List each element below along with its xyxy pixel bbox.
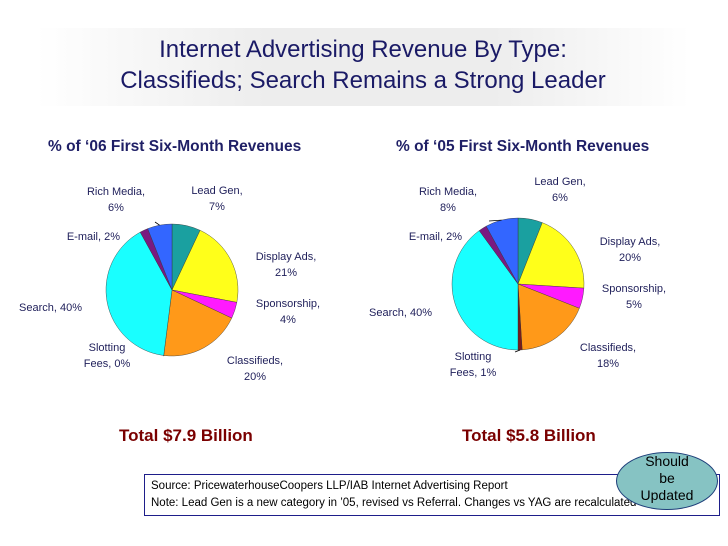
label-line-rich-media: Rich Media, (87, 186, 145, 198)
title-line-2: Classifieds; Search Remains a Strong Lea… (120, 67, 606, 94)
label-line-classifieds: Classifieds, (580, 342, 636, 354)
pie-2006: Lead Gen, 7% Display Ads, 21% Sponsorship, 4%… (19, 185, 320, 383)
label-line-display-ads: 21% (275, 267, 297, 279)
label-display-ads: Display Ads, 21% (256, 251, 317, 279)
label-e-mail: E-mail, 2% (409, 231, 462, 243)
leader-line-rich-media (488, 219, 502, 222)
label-line-lead-gen: 7% (209, 201, 225, 213)
callout-line-1: Should (645, 453, 689, 469)
callout-line-3: Updated (640, 487, 694, 503)
label-line-lead-gen: 6% (552, 192, 568, 204)
title-line-1: Internet Advertising Revenue By Type: (159, 36, 567, 63)
slice-classifieds (163, 289, 232, 357)
label-rich-media: Rich Media, 6% (87, 186, 145, 214)
slide-title: Internet Advertising Revenue By Type: Cl… (36, 34, 690, 96)
label-line-rich-media: 8% (440, 202, 456, 214)
label-line-slotting-fees: Fees, 0% (84, 358, 131, 370)
label-lead-gen: Lead Gen, 7% (191, 185, 242, 213)
label-line-display-ads: Display Ads, (256, 251, 317, 263)
label-rich-media: Rich Media, 8% (419, 186, 477, 214)
label-line-lead-gen: Lead Gen, (534, 176, 585, 188)
note-line: Note: Lead Gen is a new category in ’05,… (151, 497, 637, 509)
label-search: Search, 40% (369, 307, 432, 319)
label-line-display-ads: 20% (619, 252, 641, 264)
label-line-e-mail: E-mail, 2% (67, 231, 120, 243)
label-line-display-ads: Display Ads, (600, 236, 661, 248)
slice-rich-media (485, 217, 519, 285)
label-line-classifieds: 20% (244, 371, 266, 383)
label-line-sponsorship: 5% (626, 299, 642, 311)
label-line-sponsorship: 4% (280, 314, 296, 326)
label-line-rich-media: Rich Media, (419, 186, 477, 198)
label-sponsorship: Sponsorship, 5% (602, 283, 666, 311)
source-line: Source: PricewaterhouseCoopers LLP/IAB I… (151, 480, 508, 492)
slice-rich-media (147, 223, 173, 291)
slice-search (105, 231, 173, 356)
leader-line-rich-media (154, 221, 160, 226)
label-display-ads: Display Ads, 20% (600, 236, 661, 264)
callout-line-2: be (659, 470, 675, 486)
should-be-updated-callout: Should be Updated (616, 452, 718, 510)
slice-classifieds (517, 283, 580, 351)
label-line-slotting-fees: Slotting (455, 351, 492, 363)
label-search: Search, 40% (19, 302, 82, 314)
pie-2005: Lead Gen, 6% Display Ads, 20% Sponsorship, 5%… (369, 176, 666, 379)
label-line-e-mail: E-mail, 2% (409, 231, 462, 243)
pie-2006-title: % of ‘06 First Six-Month Revenues (48, 138, 302, 155)
title-band (36, 28, 690, 106)
label-classifieds: Classifieds, 18% (580, 342, 636, 370)
label-line-search: Search, 40% (19, 302, 82, 314)
label-sponsorship: Sponsorship, 4% (256, 298, 320, 326)
label-line-slotting-fees: Slotting (89, 342, 126, 354)
label-line-lead-gen: Lead Gen, (191, 185, 242, 197)
label-line-search: Search, 40% (369, 307, 432, 319)
pie-2006-total: Total $7.9 Billion (119, 426, 253, 445)
label-line-classifieds: 18% (597, 358, 619, 370)
label-line-sponsorship: Sponsorship, (602, 283, 666, 295)
slice-search (451, 230, 519, 351)
label-e-mail: E-mail, 2% (67, 231, 120, 243)
label-line-sponsorship: Sponsorship, (256, 298, 320, 310)
leader-line-slotting-fees (514, 349, 521, 353)
label-line-slotting-fees: Fees, 1% (450, 367, 497, 379)
label-lead-gen: Lead Gen, 6% (534, 176, 585, 204)
slice-display-ads (171, 230, 239, 303)
pie-2005-total: Total $5.8 Billion (462, 426, 596, 445)
label-line-rich-media: 6% (108, 202, 124, 214)
slice-display-ads (517, 222, 585, 289)
label-slotting-fees: Slotting Fees, 1% (450, 351, 497, 379)
label-slotting-fees: Slotting Fees, 0% (84, 342, 131, 370)
label-line-classifieds: Classifieds, (227, 355, 283, 367)
label-classifieds: Classifieds, 20% (227, 355, 283, 383)
pie-2005-title: % of ‘05 First Six-Month Revenues (396, 138, 650, 155)
